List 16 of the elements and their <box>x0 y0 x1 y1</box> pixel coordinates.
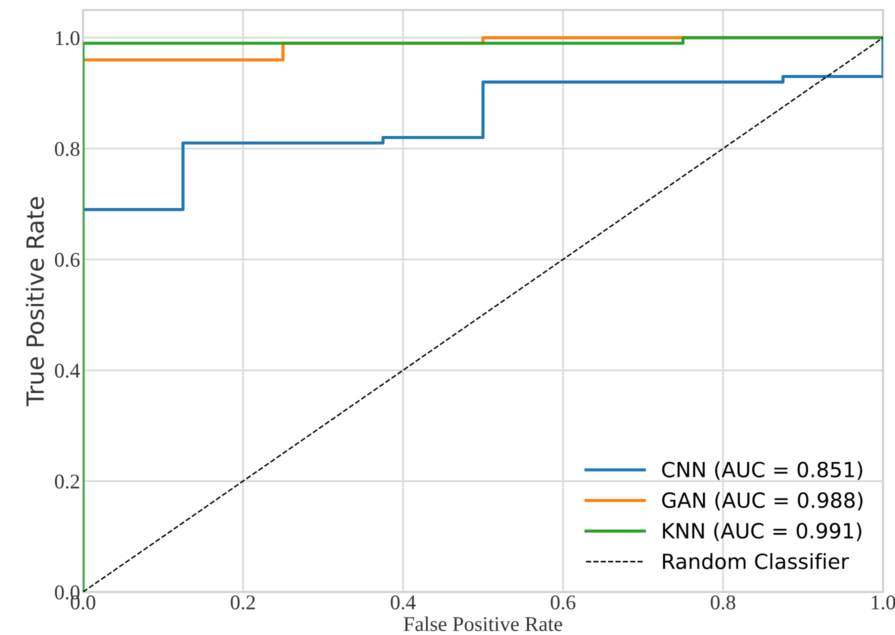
x-tick-label: 0.6 <box>550 595 576 610</box>
legend-label: CNN (AUC = 0.851) <box>662 461 862 480</box>
y-tick-label: 1.0 <box>56 31 80 46</box>
legend-label: KNN (AUC = 0.991) <box>663 522 862 542</box>
legend-label: Random Classifier <box>663 553 849 570</box>
x-tick-label: 0.2 <box>230 595 255 610</box>
x-tick-label: 1.0 <box>872 595 895 610</box>
y-tick-label: 0.6 <box>54 252 80 267</box>
y-tick-label: 0.8 <box>54 142 80 156</box>
legend-label: GAN (AUC = 0.988) <box>662 492 862 511</box>
x-tick-label: 0.8 <box>710 595 736 610</box>
x-tick-label: 0.4 <box>390 595 416 610</box>
y-axis-title: True Positive Rate <box>26 197 44 406</box>
y-tick-label: 0.2 <box>54 474 80 489</box>
y-tick-label: 0.4 <box>54 364 80 378</box>
x-axis-title: False Positive Rate <box>404 616 562 632</box>
